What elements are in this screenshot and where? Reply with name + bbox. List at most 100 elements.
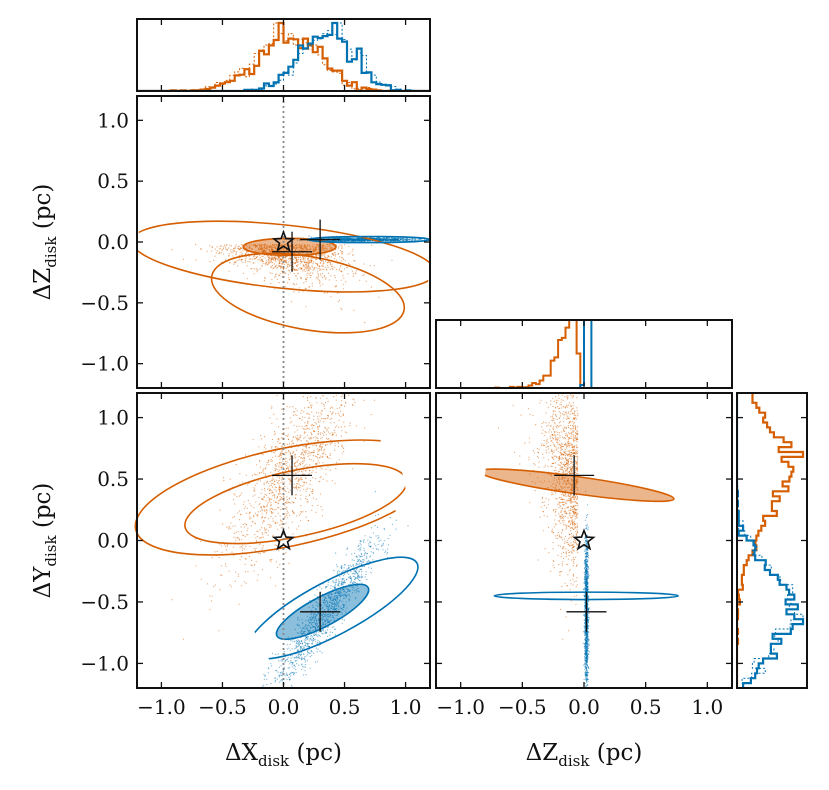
sample-point	[363, 565, 365, 568]
sample-point	[343, 567, 345, 569]
sample-point	[301, 642, 303, 644]
sample-point	[319, 432, 322, 434]
sample-point	[235, 244, 237, 246]
sample-point	[331, 605, 333, 607]
sample-point	[278, 550, 280, 552]
sample-point	[374, 491, 376, 493]
sample-point	[344, 426, 346, 428]
sample-point	[318, 267, 320, 269]
sample-point	[346, 569, 348, 571]
sample-point	[334, 277, 336, 279]
sample-point	[242, 523, 244, 526]
sample-point	[349, 596, 351, 598]
sample-point	[280, 408, 283, 410]
sample-point	[305, 627, 307, 629]
sample-point	[307, 487, 309, 489]
sample-point	[293, 455, 295, 457]
sample-point	[317, 598, 319, 600]
sample-point	[246, 251, 248, 253]
sample-point	[280, 493, 282, 495]
sample-point	[234, 250, 236, 252]
sample-point	[274, 693, 275, 694]
sample-point	[300, 249, 302, 252]
sample-point	[285, 261, 287, 263]
sample-point	[277, 469, 279, 471]
sample-point	[244, 260, 247, 262]
sample-point	[318, 603, 320, 605]
sample-point	[324, 614, 326, 616]
sample-point	[237, 536, 239, 538]
sample-point	[251, 474, 254, 476]
sample-point	[268, 482, 270, 484]
sample-point	[317, 434, 319, 436]
sample-point	[354, 272, 356, 274]
sample-point	[365, 573, 367, 576]
sample-point	[387, 544, 390, 546]
sample-point	[237, 573, 239, 575]
sample-point	[263, 482, 265, 484]
sample-point	[354, 401, 356, 403]
sample-point	[335, 434, 337, 436]
sample-point	[264, 510, 266, 512]
sample-point	[325, 453, 327, 455]
sample-point	[363, 550, 365, 552]
sample-point	[252, 495, 254, 497]
sample-point	[289, 514, 291, 517]
sample-point	[271, 438, 274, 441]
sample-point	[239, 248, 241, 250]
sample-point	[289, 489, 291, 491]
sample-point	[273, 434, 275, 436]
sample-point	[333, 570, 335, 572]
sample-point	[337, 252, 340, 255]
sample-point	[359, 539, 361, 542]
sample-point	[311, 434, 313, 436]
sample-point	[261, 509, 263, 512]
sample-point	[326, 397, 328, 400]
sample-point	[310, 258, 312, 260]
sample-point	[286, 659, 288, 661]
sample-point	[410, 238, 412, 240]
sample-point	[286, 443, 288, 445]
sample-point	[268, 500, 270, 502]
sample-point	[262, 516, 264, 518]
sample-point	[319, 279, 321, 281]
sample-point	[339, 591, 341, 593]
sample-point	[364, 535, 366, 537]
sample-point	[383, 540, 385, 542]
sample-point	[319, 480, 321, 482]
sample-point	[300, 504, 302, 507]
sample-point	[284, 513, 286, 515]
sample-point	[270, 259, 272, 261]
sample-point	[281, 496, 283, 499]
sample-point	[316, 602, 318, 604]
sample-point	[248, 709, 249, 710]
sample-point	[349, 422, 351, 424]
sample-point	[200, 578, 202, 580]
sample-point	[302, 481, 304, 483]
sample-point	[340, 279, 342, 281]
sample-point	[286, 452, 288, 454]
sample-point	[295, 642, 298, 644]
sample-point	[273, 478, 275, 480]
sample-point	[271, 445, 273, 448]
sample-point	[326, 601, 329, 603]
sample-point	[338, 445, 340, 448]
sample-point	[302, 645, 304, 647]
sample-point	[310, 274, 312, 276]
sample-point	[322, 254, 324, 256]
xy-points-series-a	[171, 393, 376, 640]
sample-point	[279, 265, 281, 267]
sample-point	[293, 462, 296, 465]
sample-point	[393, 237, 395, 240]
sample-point	[294, 628, 296, 631]
sample-point	[219, 252, 221, 254]
sample-point	[307, 248, 309, 250]
sample-point	[305, 497, 307, 500]
sample-point	[274, 681, 276, 683]
sample-point	[312, 497, 315, 499]
sample-point	[311, 266, 314, 268]
sample-point	[260, 246, 262, 248]
sample-point	[269, 509, 271, 511]
sample-point	[311, 411, 313, 413]
sample-point	[305, 445, 307, 447]
